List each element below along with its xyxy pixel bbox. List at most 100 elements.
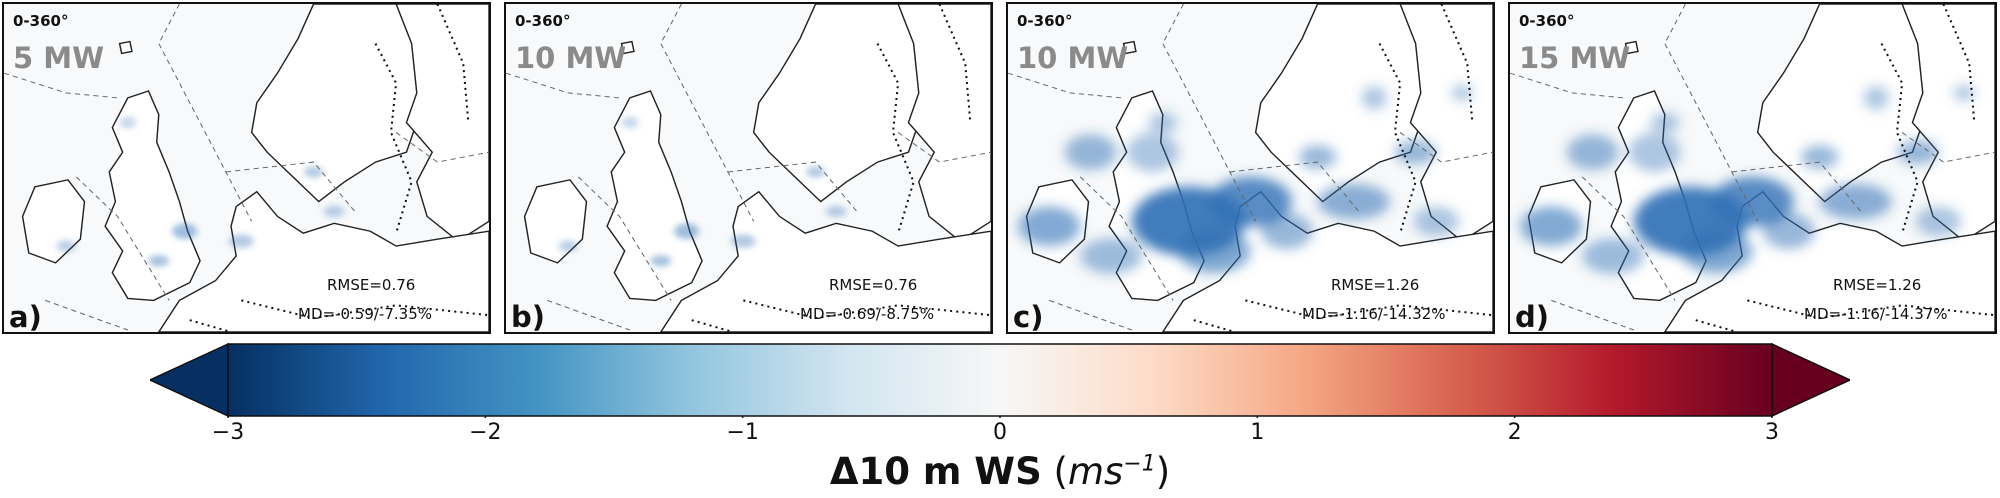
eez-boundary [1581, 176, 1676, 301]
eez-boundary [660, 4, 755, 222]
wind-deficit-blob [1299, 145, 1337, 169]
land-shape [1901, 4, 1995, 242]
colorbar-label-unit: ms [1067, 450, 1124, 493]
wind-deficit-blob [621, 116, 639, 129]
direction-range-label: 0-360° [13, 12, 69, 30]
eez-boundary [1049, 299, 1133, 331]
wind-deficit-blob [1361, 86, 1387, 110]
wind-deficit-blob [304, 166, 323, 178]
map-panel-d: 0-360° 15 MW RMSE=1.26 MD=-1.16/-14.37% d) [1508, 2, 1997, 334]
eez-boundary [45, 299, 129, 331]
panel-letter: c) [1013, 300, 1044, 334]
wind-deficit-blob [1915, 206, 1961, 237]
colorbar-extend-left [150, 342, 229, 418]
wind-deficit-blob [730, 234, 756, 249]
land-shape [104, 90, 201, 302]
wind-deficit-blob [172, 223, 197, 240]
land-shape [1624, 40, 1639, 55]
wind-deficit-blob [1209, 176, 1292, 227]
country-border [189, 319, 232, 332]
colorbar-tick-label: −1 [726, 420, 759, 445]
rmse-label: RMSE=1.26 [1331, 276, 1420, 294]
eez-boundary [1731, 161, 1862, 212]
wind-deficit-blob [650, 254, 672, 267]
eez-boundary [1229, 161, 1360, 212]
wind-deficit-blob [1801, 145, 1839, 169]
wind-deficit-blob [1566, 134, 1619, 170]
wind-deficit-blob [674, 223, 699, 240]
land-shape [523, 179, 588, 264]
colorbar [150, 342, 1850, 418]
map-canvas [1008, 4, 1493, 332]
turbine-capacity-label: 15 MW [1519, 41, 1631, 75]
turbine-capacity-label: 5 MW [13, 41, 105, 75]
eez-boundary [547, 299, 631, 331]
country-border [1245, 299, 1493, 320]
wind-deficit-blob [825, 205, 847, 218]
wind-deficit-blob [1064, 134, 1117, 170]
map-canvas [1510, 4, 1995, 332]
map-panel-b: 0-360° 10 MW RMSE=0.76 MD=-0.69/-8.75% b) [504, 2, 993, 334]
colorbar-label-exp: −1 [1123, 451, 1156, 477]
colorbar-tick-label: 1 [1250, 420, 1265, 445]
colorbar-label-main: Δ10 m WS [829, 450, 1042, 493]
map-canvas [4, 4, 489, 332]
wind-deficit-blob [1863, 86, 1889, 110]
eez-boundary [158, 4, 253, 222]
colorbar-tick-label: −2 [469, 420, 502, 445]
wind-deficit-blob [119, 116, 137, 129]
wind-deficit-blob [228, 234, 254, 249]
land-shape [897, 4, 991, 242]
wind-deficit-blob [1080, 238, 1143, 274]
country-border [691, 319, 734, 332]
country-border [241, 299, 489, 320]
rmse-label: RMSE=0.76 [327, 276, 416, 294]
wind-deficit-blob [1628, 132, 1681, 172]
wind-deficit-blob [1126, 132, 1179, 172]
turbine-capacity-label: 10 MW [515, 41, 627, 75]
mean-difference-label: MD=-1.16/-14.37% [1804, 305, 1948, 323]
direction-range-label: 0-360° [1017, 12, 1073, 30]
wind-deficit-blob [558, 240, 578, 252]
land-shape [118, 40, 133, 55]
eez-boundary [75, 176, 170, 301]
wind-deficit-blob [1819, 183, 1892, 220]
wind-deficit-blob [806, 166, 825, 178]
country-border [1747, 299, 1995, 320]
direction-range-label: 0-360° [515, 12, 571, 30]
colorbar-tick-label: 3 [1765, 420, 1779, 445]
mean-difference-label: MD=-0.59/-7.35% [298, 305, 432, 323]
wind-deficit-blob [56, 240, 76, 252]
wind-deficit-blob [1711, 176, 1794, 227]
eez-boundary [897, 132, 991, 163]
country-border [1695, 319, 1738, 332]
wind-deficit-blob [1520, 206, 1583, 247]
eez-boundary [1008, 72, 1122, 99]
land-shape [157, 190, 489, 332]
wind-deficit-field [1520, 85, 1975, 274]
land-shape [659, 190, 991, 332]
eez-boundary [577, 176, 672, 301]
land-shape [1399, 4, 1493, 242]
wind-deficit-blob [1260, 213, 1313, 250]
mean-difference-label: MD=-0.69/-8.75% [800, 305, 934, 323]
panel-letter: b) [511, 300, 546, 334]
wind-deficit-blob [1394, 140, 1437, 165]
colorbar-tick-label: −3 [211, 420, 245, 445]
eez-boundary [1162, 4, 1257, 222]
land-shape [606, 90, 703, 302]
rmse-label: RMSE=1.26 [1833, 276, 1922, 294]
eez-boundary [4, 72, 118, 99]
colorbar-body [227, 343, 1773, 417]
wind-deficit-blob [1317, 183, 1390, 220]
map-canvas [506, 4, 991, 332]
country-border [743, 299, 991, 320]
wind-deficit-blob [1953, 85, 1975, 101]
land-shape [1122, 40, 1137, 55]
land-shape [21, 179, 86, 264]
wind-deficit-blob [1178, 229, 1251, 273]
rmse-label: RMSE=0.76 [829, 276, 918, 294]
map-panel-c: 0-360° 10 MW RMSE=1.26 MD=-1.16/-14.32% c) [1006, 2, 1495, 334]
wind-deficit-blob [1896, 140, 1939, 165]
country-border [1193, 319, 1236, 332]
